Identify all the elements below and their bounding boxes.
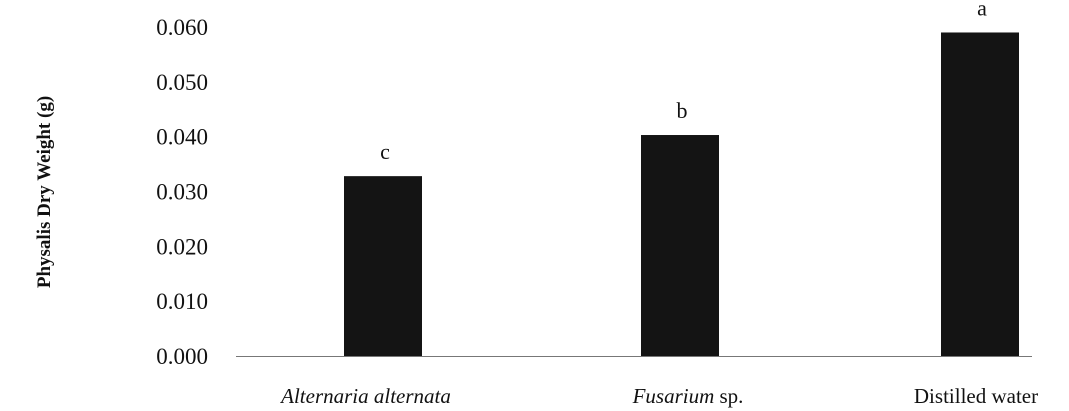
significance-letter: c xyxy=(380,139,390,164)
bars xyxy=(344,32,1019,356)
significance-letter: a xyxy=(977,0,987,20)
y-axis-ticks: 0.000 0.010 0.020 0.030 0.040 0.050 0.060 xyxy=(156,15,208,369)
y-tick-label: 0.010 xyxy=(156,289,208,314)
y-tick-label: 0.060 xyxy=(156,15,208,40)
category-label: Alternaria alternata xyxy=(279,384,451,408)
significance-letters: c b a xyxy=(380,0,987,164)
y-tick-label: 0.030 xyxy=(156,180,208,205)
y-tick-label: 0.040 xyxy=(156,125,208,150)
category-label: Fusarium sp. xyxy=(632,384,744,408)
y-tick-label: 0.050 xyxy=(156,70,208,95)
bar xyxy=(641,135,719,356)
significance-letter: b xyxy=(677,98,688,123)
bar xyxy=(941,32,1019,356)
y-tick-label: 0.000 xyxy=(156,344,208,369)
bar xyxy=(344,176,422,356)
category-label: Distilled water xyxy=(914,384,1038,408)
category-labels: Alternaria alternata Fusarium sp. Distille… xyxy=(279,384,1038,408)
y-axis-label: Physalis Dry Weight (g) xyxy=(34,96,55,288)
y-tick-label: 0.020 xyxy=(156,234,208,259)
